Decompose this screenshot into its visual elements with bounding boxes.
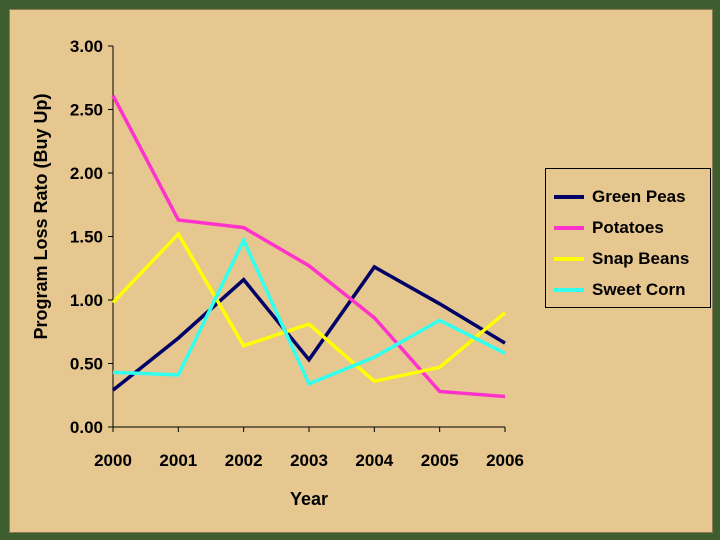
series-line-green-peas	[111, 264, 506, 392]
legend-item: Green Peas	[554, 183, 686, 211]
legend-label: Sweet Corn	[592, 280, 686, 299]
legend-label: Potatoes	[592, 218, 664, 237]
x-tick-label: 2005	[421, 451, 459, 470]
x-tick-label: 2001	[159, 451, 197, 470]
y-tick-label: 2.00	[70, 164, 103, 183]
y-tick-label: 2.50	[70, 101, 103, 120]
y-tick-label: 1.50	[70, 228, 103, 247]
x-tick-label: 2002	[225, 451, 263, 470]
line-chart: 0.00 0.50 1.00 1.50 2.00 2.50 3.00 2000 2001 2002…	[31, 37, 524, 509]
legend-swatch	[554, 288, 584, 292]
x-tick-label: 2000	[94, 451, 132, 470]
legend-label: Snap Beans	[592, 249, 690, 268]
legend-item: Potatoes	[554, 214, 664, 242]
legend-item: Sweet Corn	[554, 276, 686, 304]
series-line-potatoes	[111, 94, 506, 399]
y-tick-label: 0.50	[70, 355, 103, 374]
x-tick-label: 2006	[486, 451, 524, 470]
x-tick-label: 2004	[355, 451, 393, 470]
legend-label: Green Peas	[592, 187, 686, 206]
legend-swatch	[554, 195, 584, 199]
y-tick-label: 1.00	[70, 291, 103, 310]
y-axis-title: Program Loss Rato (Buy Up)	[31, 93, 51, 339]
y-tick-label: 0.00	[70, 418, 103, 437]
chart-legend: Green Peas Potatoes Snap Beans Sweet Corn	[545, 168, 711, 308]
legend-swatch	[554, 226, 584, 230]
x-axis-title: Year	[290, 489, 328, 509]
y-tick-label: 3.00	[70, 37, 103, 56]
legend-swatch	[554, 257, 584, 261]
slide-background: 0.00 0.50 1.00 1.50 2.00 2.50 3.00 2000 2001 2002…	[9, 9, 713, 533]
legend-item: Snap Beans	[554, 245, 689, 273]
x-tick-label: 2003	[290, 451, 328, 470]
